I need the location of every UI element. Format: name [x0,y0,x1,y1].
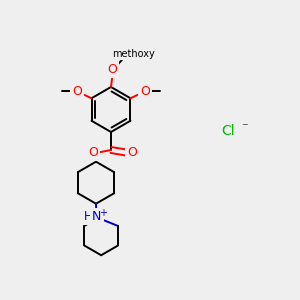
Text: +: + [99,208,107,218]
Text: Cl: Cl [221,124,235,137]
Text: O: O [88,146,98,159]
Text: N: N [92,210,102,223]
Text: O: O [107,63,117,76]
Text: ⁻: ⁻ [241,121,248,134]
Text: methoxy: methoxy [112,49,155,59]
Text: O: O [72,85,82,98]
Text: O: O [140,85,150,98]
Text: O: O [128,146,137,159]
Text: H: H [83,210,92,223]
